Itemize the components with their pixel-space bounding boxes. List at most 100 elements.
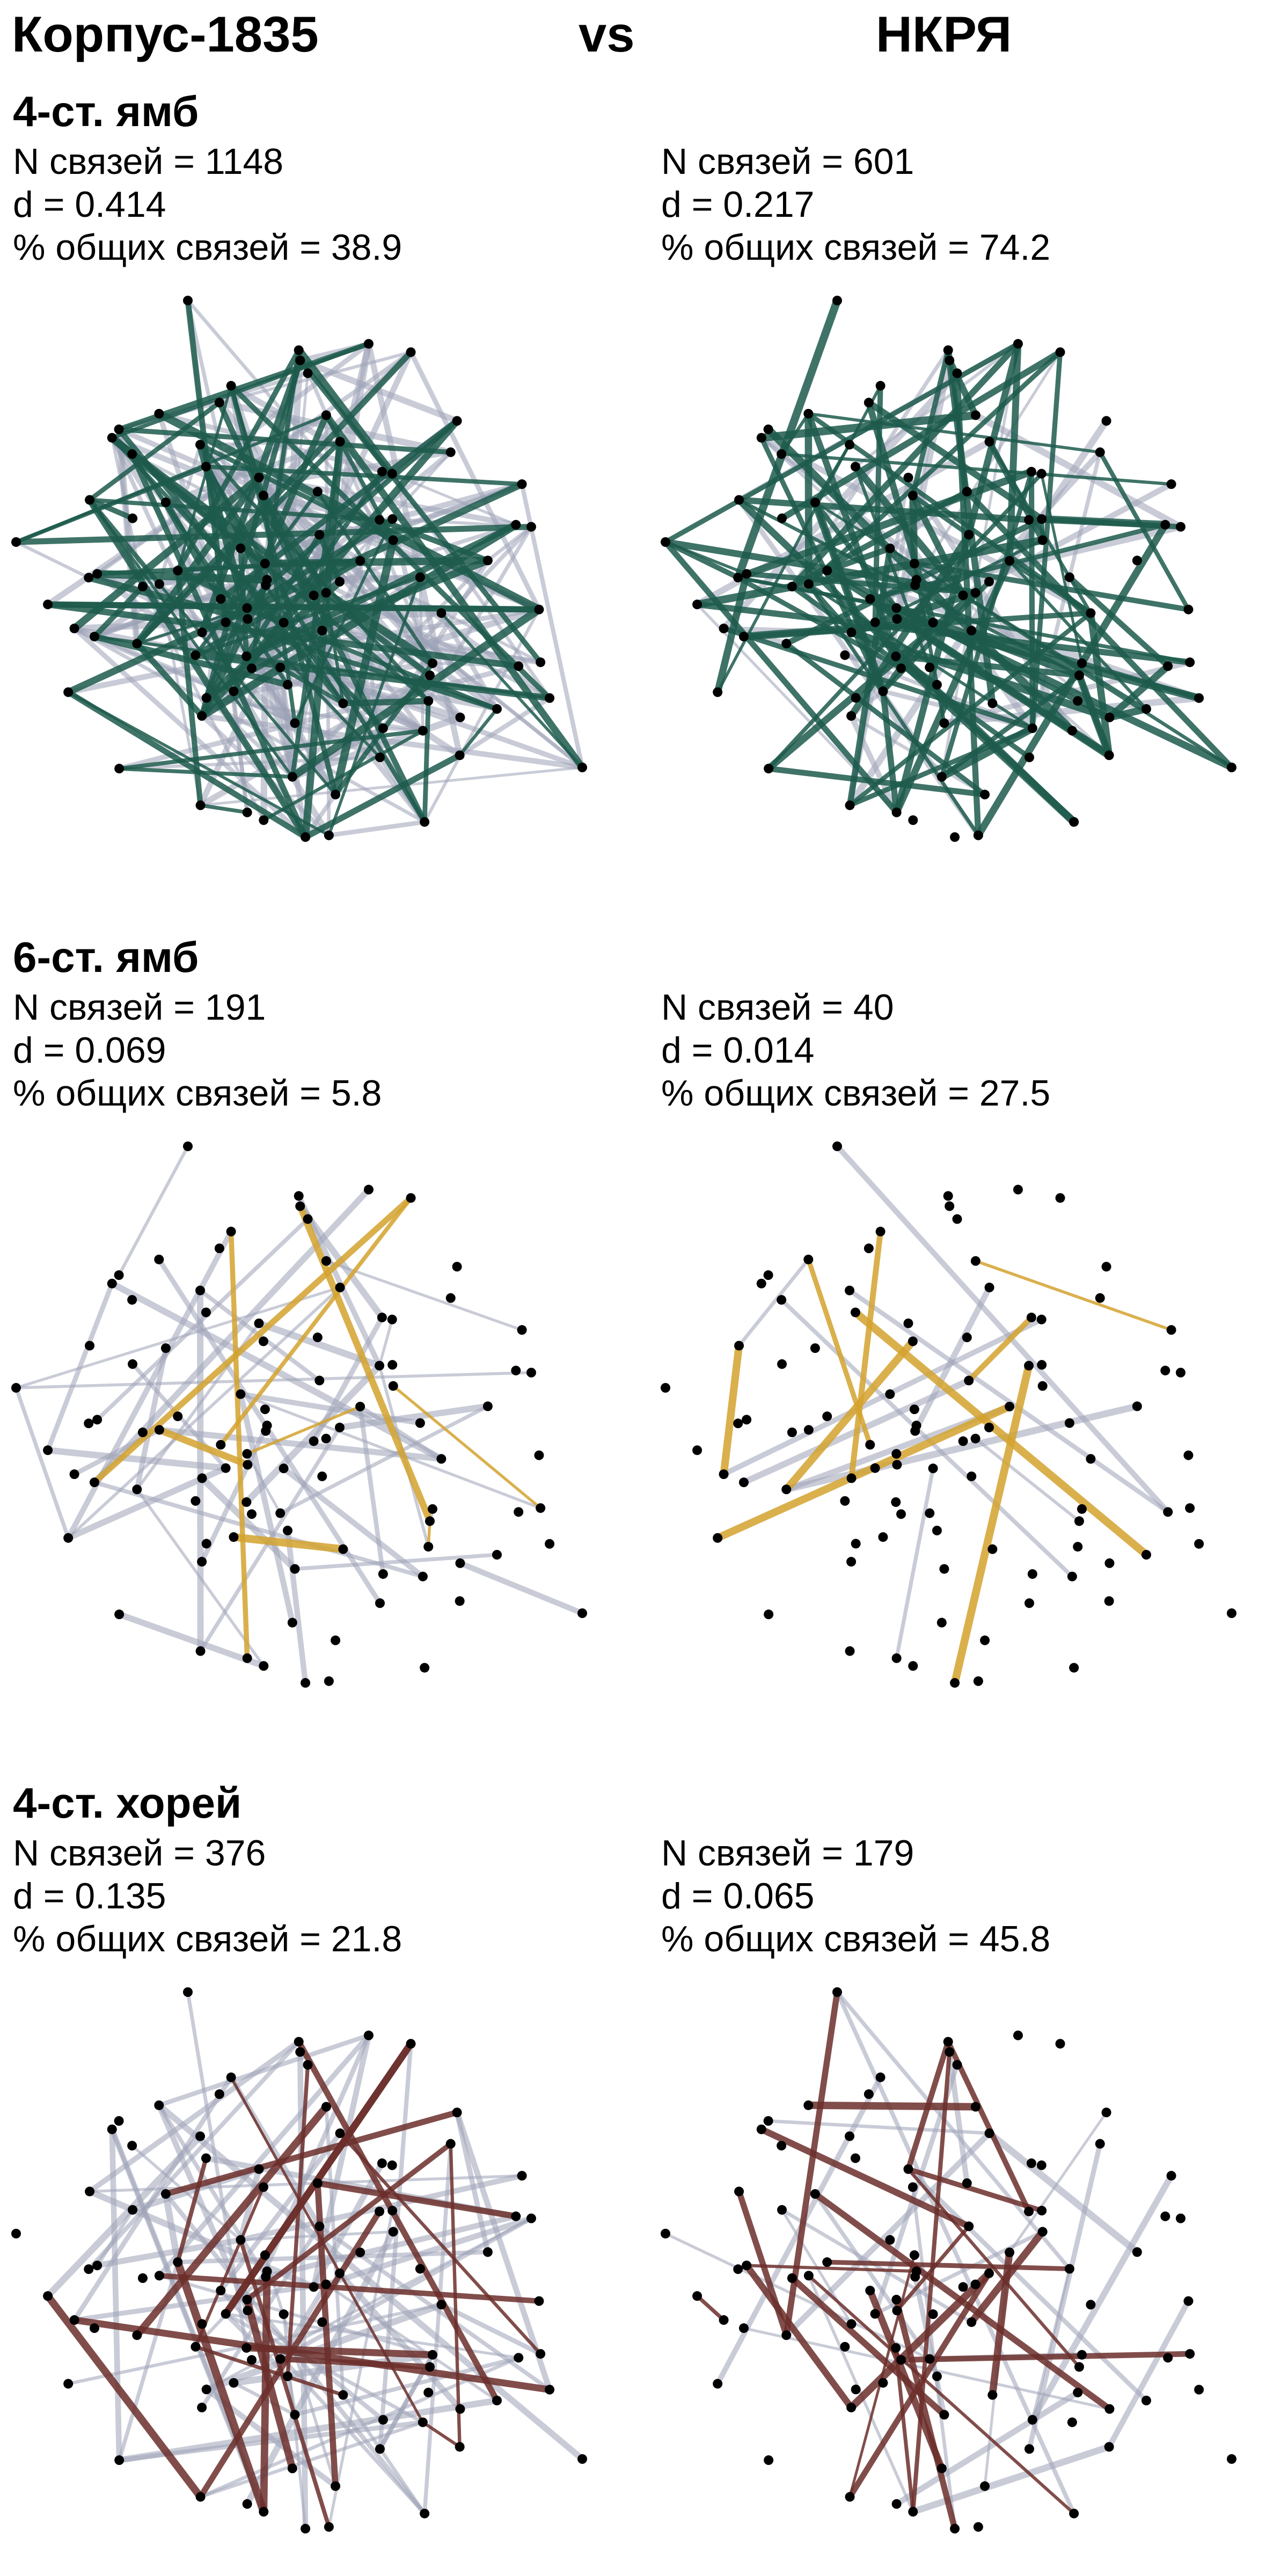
node — [258, 2182, 268, 2192]
edge — [423, 608, 541, 824]
edge — [895, 2224, 971, 2312]
node — [943, 1191, 953, 1201]
node — [875, 380, 885, 391]
node — [1027, 2414, 1037, 2425]
edge — [133, 474, 262, 647]
node — [259, 815, 269, 825]
node — [378, 723, 388, 733]
node — [803, 1425, 814, 1435]
shared-edges — [662, 296, 1235, 839]
node — [936, 772, 947, 782]
edge — [14, 1286, 342, 1389]
unique-edges — [14, 1144, 586, 1686]
node — [160, 497, 171, 508]
node — [733, 2264, 743, 2274]
node — [870, 1463, 880, 1473]
node — [377, 1312, 387, 1322]
node — [375, 2444, 385, 2454]
node — [455, 750, 465, 760]
node — [892, 2306, 902, 2316]
node — [803, 2271, 814, 2281]
edge — [202, 463, 270, 589]
node — [945, 355, 955, 365]
node — [197, 2319, 207, 2329]
node — [221, 1463, 231, 1473]
node — [1227, 2454, 1236, 2464]
node — [1086, 608, 1096, 618]
node — [536, 657, 546, 668]
node — [114, 425, 124, 435]
node — [734, 1341, 744, 1351]
network-graph — [661, 296, 1236, 842]
node — [870, 617, 880, 627]
node — [375, 1360, 385, 1371]
node — [939, 1564, 949, 1574]
node — [734, 2186, 744, 2197]
node — [445, 447, 456, 457]
node — [241, 2343, 252, 2353]
node — [114, 764, 125, 774]
node — [279, 2309, 289, 2319]
edge — [905, 2167, 1044, 2213]
node — [201, 693, 211, 703]
node — [201, 2384, 211, 2395]
edge — [157, 2274, 434, 2357]
network-graph — [11, 1987, 587, 2534]
node — [482, 2247, 493, 2257]
node — [928, 2309, 938, 2319]
node — [84, 573, 94, 583]
node — [1013, 339, 1023, 349]
node — [309, 2282, 319, 2292]
node — [932, 2371, 942, 2381]
edge — [1038, 515, 1169, 529]
node — [514, 661, 524, 671]
node — [577, 1608, 587, 1618]
node — [1175, 1367, 1185, 1378]
node — [517, 2171, 527, 2181]
node — [1183, 1450, 1194, 1460]
edge — [244, 532, 323, 659]
edge — [834, 1143, 1171, 1515]
node — [415, 2264, 425, 2274]
edge — [989, 2249, 1013, 2399]
node — [183, 296, 193, 305]
node — [967, 625, 977, 635]
node — [355, 1401, 365, 1411]
edge — [163, 2109, 460, 2197]
node — [377, 2158, 387, 2168]
node — [1005, 2247, 1015, 2257]
edge — [454, 2109, 553, 2393]
node — [1064, 572, 1074, 582]
node — [173, 1411, 183, 1422]
node — [226, 2072, 236, 2082]
edge — [721, 1316, 1044, 1477]
edge — [440, 611, 584, 769]
edge — [199, 1423, 270, 1564]
edge — [198, 803, 250, 815]
node — [1104, 2404, 1115, 2414]
node — [420, 1663, 430, 1673]
node — [420, 817, 430, 827]
node — [777, 2205, 787, 2215]
edge — [245, 2308, 386, 2423]
edge — [238, 1391, 296, 1626]
node — [1086, 2300, 1096, 2310]
node — [1024, 752, 1034, 763]
edge — [893, 557, 1013, 816]
header-vs: vs — [579, 6, 635, 62]
node — [452, 2107, 462, 2118]
edge — [734, 468, 1035, 582]
node — [738, 632, 749, 642]
left-shared-pct-iamb6: % общих связей = 5.8 — [13, 1073, 382, 1114]
node — [1194, 2384, 1204, 2395]
node — [195, 440, 206, 450]
node — [932, 1525, 942, 1535]
edge — [117, 1144, 190, 1277]
node — [908, 2182, 918, 2192]
node — [1166, 1325, 1176, 1335]
edge — [244, 2141, 453, 2302]
node — [282, 679, 292, 690]
edge — [895, 1466, 935, 1660]
edge — [912, 561, 946, 725]
node — [845, 2131, 855, 2141]
